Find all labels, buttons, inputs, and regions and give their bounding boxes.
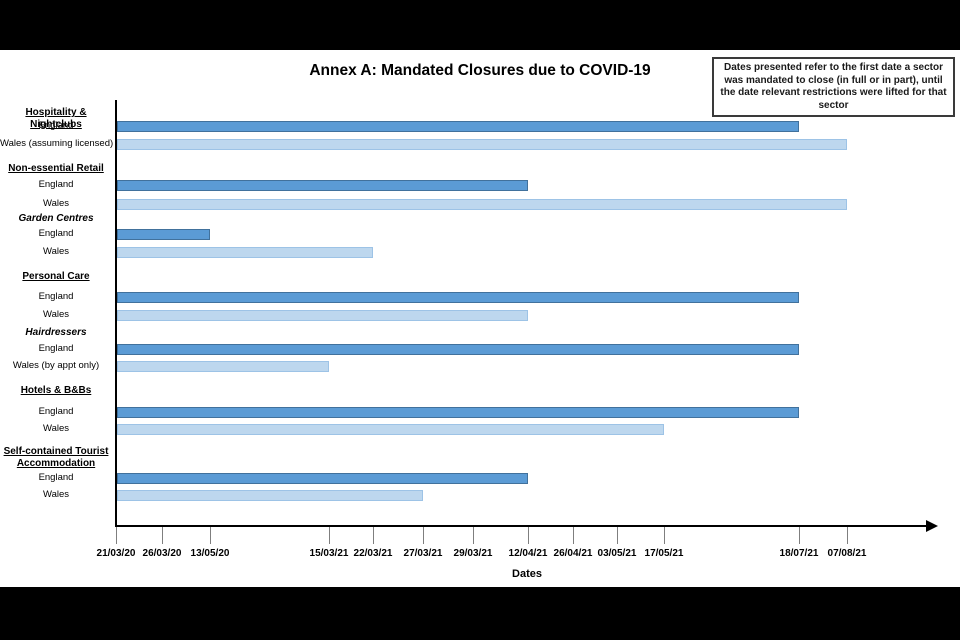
gantt-bar bbox=[117, 199, 847, 210]
sector-header: Self-contained Tourist Accommodation bbox=[3, 446, 109, 469]
gantt-bar bbox=[117, 121, 799, 132]
gantt-bar bbox=[117, 292, 799, 303]
row-label: Wales (by appt only) bbox=[12, 360, 100, 371]
row-label: Wales bbox=[42, 489, 70, 500]
row-label: Wales bbox=[42, 246, 70, 257]
axis-tick bbox=[799, 527, 800, 544]
sector-header: Garden Centres bbox=[18, 213, 94, 224]
row-label: England bbox=[38, 179, 74, 190]
axis-tick bbox=[373, 527, 374, 544]
axis-tick-label: 12/04/21 bbox=[508, 548, 548, 559]
sector-header: Hairdressers bbox=[25, 327, 87, 338]
gantt-bar bbox=[117, 424, 664, 435]
sector-header: Hotels & B&Bs bbox=[20, 385, 92, 396]
axis-tick bbox=[473, 527, 474, 544]
axis-tick bbox=[847, 527, 848, 544]
axis-tick-label: 03/05/21 bbox=[597, 548, 637, 559]
gantt-bar bbox=[117, 407, 799, 418]
axis-tick-label: 15/03/21 bbox=[309, 548, 349, 559]
gantt-bar bbox=[117, 473, 528, 484]
row-label: Wales (assuming licensed) bbox=[0, 138, 114, 149]
axis-tick-label: 07/08/21 bbox=[827, 548, 867, 559]
axis-tick bbox=[329, 527, 330, 544]
chart-title: Annex A: Mandated Closures due to COVID-… bbox=[309, 62, 651, 79]
row-label: Wales bbox=[42, 198, 70, 209]
gantt-bar bbox=[117, 361, 329, 372]
row-label: England bbox=[38, 472, 74, 483]
axis-tick-label: 13/05/20 bbox=[190, 548, 230, 559]
axis-tick-label: 21/03/20 bbox=[96, 548, 136, 559]
axis-tick-label: 26/03/20 bbox=[142, 548, 182, 559]
axis-tick bbox=[617, 527, 618, 544]
axis-tick bbox=[162, 527, 163, 544]
axis-tick bbox=[528, 527, 529, 544]
axis-tick bbox=[573, 527, 574, 544]
sector-header: Non-essential Retail bbox=[8, 163, 104, 174]
x-axis-arrow-icon bbox=[926, 520, 938, 532]
y-axis-line bbox=[115, 100, 117, 527]
row-label: England bbox=[38, 343, 74, 354]
axis-tick-label: 27/03/21 bbox=[403, 548, 443, 559]
gantt-bar bbox=[117, 180, 528, 191]
gantt-bar bbox=[117, 490, 423, 501]
axis-tick-label: 18/07/21 bbox=[779, 548, 819, 559]
row-label: Wales bbox=[42, 423, 70, 434]
axis-tick bbox=[210, 527, 211, 544]
row-label: Wales bbox=[42, 309, 70, 320]
axis-tick-label: 17/05/21 bbox=[644, 548, 684, 559]
note-box: Dates presented refer to the first date … bbox=[712, 57, 955, 117]
sector-header: Personal Care bbox=[22, 271, 90, 282]
gantt-bar bbox=[117, 139, 847, 150]
row-label: England bbox=[38, 291, 74, 302]
axis-tick-label: 22/03/21 bbox=[353, 548, 393, 559]
row-label: England bbox=[38, 120, 74, 131]
row-label: England bbox=[38, 406, 74, 417]
gantt-bar bbox=[117, 247, 373, 258]
gantt-bar bbox=[117, 310, 528, 321]
gantt-bar bbox=[117, 229, 210, 240]
axis-tick bbox=[423, 527, 424, 544]
x-axis-line bbox=[115, 525, 928, 527]
axis-tick-label: 26/04/21 bbox=[553, 548, 593, 559]
axis-tick-label: 29/03/21 bbox=[453, 548, 493, 559]
axis-tick bbox=[664, 527, 665, 544]
row-label: England bbox=[38, 228, 74, 239]
x-axis-title: Dates bbox=[512, 568, 542, 580]
note-text: Dates presented refer to the first date … bbox=[720, 62, 947, 111]
gantt-bar bbox=[117, 344, 799, 355]
sector-header: Hospitality & Nightclubs bbox=[25, 107, 87, 130]
axis-tick bbox=[116, 527, 117, 544]
